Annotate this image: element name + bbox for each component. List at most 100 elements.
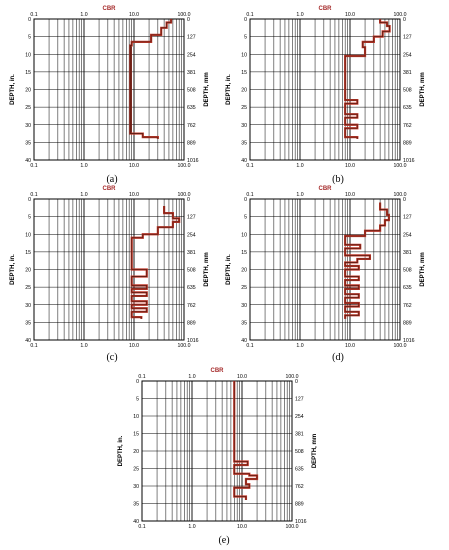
y-axis-title-left: DEPTH, in. — [118, 435, 124, 466]
x-tick-label-top: 1.0 — [296, 192, 303, 198]
y-tick-label-in: 10 — [25, 52, 31, 58]
x-axis-title: CBR — [211, 368, 225, 374]
x-tick-label-bottom: 0.1 — [138, 524, 145, 530]
y-tick-label-mm: 762 — [187, 303, 196, 309]
y-tick-label-mm: 381 — [403, 250, 412, 256]
y-tick-label-mm: 635 — [187, 285, 196, 291]
y-axis-title-left: DEPTH, in. — [10, 74, 16, 105]
y-tick-label-in: 0 — [244, 197, 247, 203]
y-tick-label-mm: 508 — [403, 88, 412, 94]
x-tick-label-top: 1.0 — [296, 12, 303, 18]
y-tick-label-in: 30 — [25, 123, 31, 129]
x-tick-label-top: 0.1 — [138, 374, 145, 380]
y-tick-label-in: 0 — [28, 197, 31, 203]
y-tick-label-in: 40 — [25, 158, 31, 164]
y-tick-label-mm: 889 — [187, 140, 196, 146]
y-tick-label-mm: 762 — [403, 303, 412, 309]
x-tick-label-top: 10.0 — [129, 192, 139, 198]
y-tick-label-mm: 254 — [295, 414, 304, 420]
y-tick-label-mm: 508 — [187, 268, 196, 274]
y-tick-label-mm: 889 — [187, 320, 196, 326]
y-tick-label-mm: 889 — [403, 320, 412, 326]
x-tick-label-bottom: 100.0 — [178, 163, 191, 169]
x-tick-label-top: 0.1 — [246, 12, 253, 18]
y-tick-label-mm: 508 — [295, 449, 304, 455]
y-tick-label-mm: 127 — [403, 215, 412, 221]
y-tick-label-in: 25 — [25, 285, 31, 291]
y-tick-label-in: 5 — [244, 215, 247, 221]
y-tick-label-mm: 1016 — [295, 519, 307, 525]
y-axis-title-right: DEPTH, mm — [204, 72, 210, 106]
plot-frame — [249, 18, 401, 161]
y-tick-label-mm: 1016 — [187, 338, 199, 344]
plot-frame — [33, 198, 185, 341]
y-tick-label-in: 15 — [25, 250, 31, 256]
y-tick-label-mm: 508 — [187, 88, 196, 94]
y-tick-label-mm: 508 — [403, 268, 412, 274]
y-tick-label-in: 40 — [25, 338, 31, 344]
y-tick-label-in: 40 — [241, 158, 247, 164]
y-tick-label-mm: 254 — [403, 52, 412, 58]
y-tick-label-in: 30 — [241, 303, 247, 309]
y-tick-label-mm: 127 — [187, 35, 196, 41]
x-tick-label-bottom: 0.1 — [246, 163, 253, 169]
panel-label: (c) — [106, 352, 117, 363]
y-tick-label-in: 40 — [241, 338, 247, 344]
y-tick-label-mm: 254 — [187, 232, 196, 238]
y-tick-label-in: 25 — [25, 105, 31, 111]
y-tick-label-in: 10 — [25, 232, 31, 238]
y-tick-label-in: 20 — [241, 268, 247, 274]
y-tick-label-in: 15 — [241, 250, 247, 256]
y-tick-label-in: 25 — [241, 105, 247, 111]
y-tick-label-mm: 0 — [187, 197, 190, 203]
y-tick-label-mm: 1016 — [403, 338, 415, 344]
y-tick-label-mm: 635 — [403, 285, 412, 291]
x-axis-title: CBR — [103, 6, 117, 12]
y-tick-label-mm: 635 — [295, 467, 304, 473]
y-tick-label-mm: 635 — [187, 105, 196, 111]
x-tick-label-bottom: 10.0 — [237, 524, 247, 530]
y-tick-label-mm: 889 — [295, 502, 304, 508]
y-tick-label-mm: 889 — [403, 140, 412, 146]
x-axis-title: CBR — [319, 6, 333, 12]
y-tick-label-in: 10 — [241, 52, 247, 58]
y-tick-label-mm: 635 — [403, 105, 412, 111]
y-tick-label-in: 0 — [28, 17, 31, 23]
y-tick-label-in: 20 — [25, 268, 31, 274]
cbr-profile-line — [233, 381, 258, 500]
x-tick-label-bottom: 1.0 — [296, 163, 303, 169]
plot-frame — [33, 18, 185, 161]
y-tick-label-mm: 0 — [403, 197, 406, 203]
y-axis-title-left: DEPTH, in. — [10, 254, 16, 285]
x-tick-label-top: 100.0 — [286, 374, 299, 380]
x-tick-label-top: 100.0 — [178, 192, 191, 198]
y-tick-label-in: 30 — [241, 123, 247, 129]
plot-frame — [141, 380, 293, 522]
y-tick-label-in: 5 — [244, 35, 247, 41]
x-tick-label-top: 100.0 — [394, 192, 407, 198]
x-tick-label-top: 1.0 — [80, 12, 87, 18]
y-axis-title-right: DEPTH, mm — [420, 252, 426, 286]
x-tick-label-bottom: 1.0 — [188, 524, 195, 530]
panel-label: (b) — [332, 174, 344, 185]
y-tick-label-in: 0 — [136, 379, 139, 385]
y-axis-title-left: DEPTH, in. — [226, 74, 232, 105]
plot-frame — [249, 198, 401, 341]
cbr-profile-line — [344, 202, 390, 319]
x-axis-title: CBR — [103, 186, 117, 192]
x-tick-label-bottom: 10.0 — [129, 343, 139, 349]
y-tick-label-in: 35 — [25, 140, 31, 146]
y-tick-label-mm: 381 — [295, 432, 304, 438]
y-tick-label-in: 35 — [25, 320, 31, 326]
x-tick-label-top: 10.0 — [129, 12, 139, 18]
y-axis-title-right: DEPTH, mm — [420, 72, 426, 106]
y-tick-label-in: 5 — [28, 215, 31, 221]
y-tick-label-in: 0 — [244, 17, 247, 23]
panel-label: (e) — [218, 535, 229, 546]
y-tick-label-in: 35 — [241, 320, 247, 326]
y-tick-label-mm: 762 — [403, 123, 412, 129]
x-tick-label-bottom: 1.0 — [296, 343, 303, 349]
